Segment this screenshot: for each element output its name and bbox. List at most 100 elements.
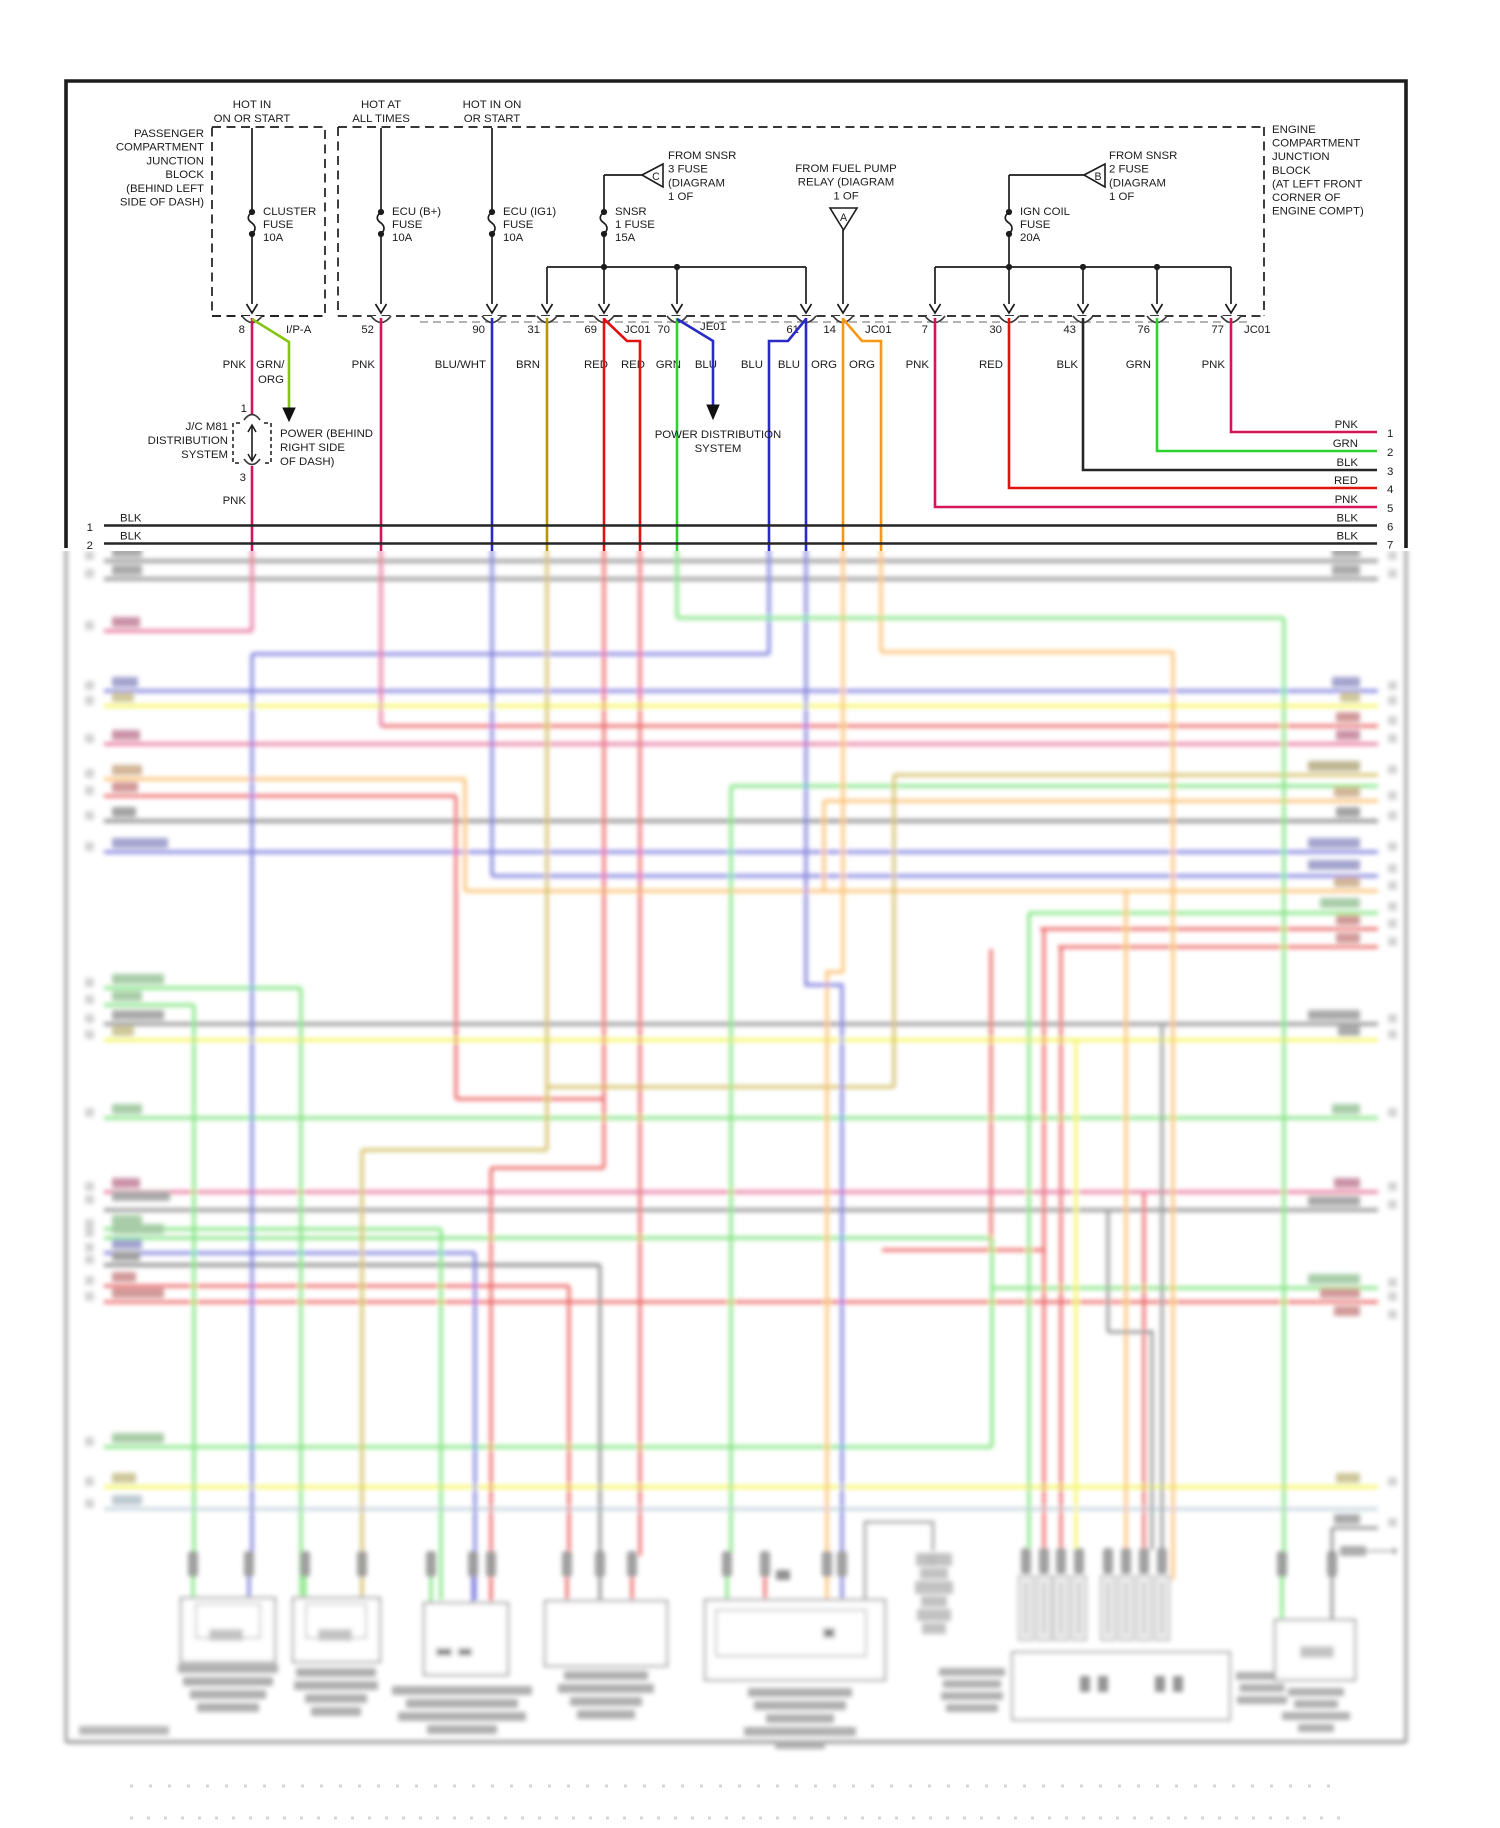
svg-text:15A: 15A bbox=[615, 232, 636, 244]
svg-text:6: 6 bbox=[1387, 522, 1393, 534]
svg-text:C: C bbox=[652, 171, 660, 183]
svg-text:HOT AT: HOT AT bbox=[361, 99, 401, 111]
svg-text:8: 8 bbox=[239, 324, 245, 336]
svg-text:(BEHIND LEFT: (BEHIND LEFT bbox=[126, 183, 204, 195]
svg-text:10A: 10A bbox=[503, 232, 524, 244]
svg-text:(DIAGRAM: (DIAGRAM bbox=[1109, 177, 1166, 189]
svg-text:RIGHT SIDE: RIGHT SIDE bbox=[280, 442, 345, 454]
svg-text:10A: 10A bbox=[263, 232, 284, 244]
svg-text:ON OR START: ON OR START bbox=[214, 113, 291, 125]
svg-text:BLK: BLK bbox=[1336, 513, 1358, 525]
svg-text:BLOCK: BLOCK bbox=[165, 169, 204, 181]
svg-text:76: 76 bbox=[1137, 324, 1150, 336]
svg-text:FROM SNSR: FROM SNSR bbox=[1109, 150, 1177, 162]
svg-text:BLU: BLU bbox=[741, 359, 763, 371]
svg-text:20A: 20A bbox=[1020, 232, 1041, 244]
svg-text:2 FUSE: 2 FUSE bbox=[1109, 164, 1149, 176]
svg-text:I/P-A: I/P-A bbox=[286, 324, 312, 336]
svg-text:4: 4 bbox=[1387, 484, 1393, 496]
svg-text:POWER DISTRIBUTION: POWER DISTRIBUTION bbox=[655, 429, 782, 441]
svg-text:GRN: GRN bbox=[1126, 359, 1151, 371]
svg-text:5: 5 bbox=[1387, 503, 1393, 515]
svg-text:14: 14 bbox=[823, 324, 836, 336]
svg-text:PNK: PNK bbox=[352, 359, 376, 371]
svg-text:BLK: BLK bbox=[120, 513, 142, 525]
svg-text:BLK: BLK bbox=[1056, 359, 1078, 371]
svg-text:90: 90 bbox=[472, 324, 485, 336]
svg-text:ALL TIMES: ALL TIMES bbox=[352, 113, 410, 125]
svg-text:FROM FUEL PUMP: FROM FUEL PUMP bbox=[795, 163, 896, 175]
svg-text:GRN: GRN bbox=[1333, 438, 1358, 450]
svg-text:JC01: JC01 bbox=[865, 324, 892, 336]
svg-text:CORNER OF: CORNER OF bbox=[1272, 192, 1340, 204]
svg-text:ORG: ORG bbox=[811, 359, 837, 371]
svg-text:PNK: PNK bbox=[223, 359, 247, 371]
svg-text:FUSE: FUSE bbox=[392, 219, 423, 231]
svg-text:BLU: BLU bbox=[778, 359, 800, 371]
svg-text:RED: RED bbox=[979, 359, 1003, 371]
svg-text:1: 1 bbox=[87, 522, 93, 534]
svg-text:PASSENGER: PASSENGER bbox=[134, 128, 204, 140]
svg-text:ENGINE: ENGINE bbox=[1272, 124, 1316, 136]
svg-text:SIDE OF DASH): SIDE OF DASH) bbox=[120, 197, 204, 209]
svg-text:BLOCK: BLOCK bbox=[1272, 165, 1311, 177]
svg-text:FROM SNSR: FROM SNSR bbox=[668, 150, 736, 162]
svg-text:HOT IN: HOT IN bbox=[233, 99, 271, 111]
svg-text:GRN: GRN bbox=[656, 359, 681, 371]
svg-text:RELAY (DIAGRAM: RELAY (DIAGRAM bbox=[798, 177, 894, 189]
svg-text:1 OF: 1 OF bbox=[668, 191, 693, 203]
svg-text:JUNCTION: JUNCTION bbox=[146, 155, 204, 167]
svg-text:COMPARTMENT: COMPARTMENT bbox=[1272, 138, 1360, 150]
svg-text:BLK: BLK bbox=[1336, 531, 1358, 543]
svg-text:RED: RED bbox=[621, 359, 645, 371]
svg-text:CLUSTER: CLUSTER bbox=[263, 206, 316, 218]
svg-text:1 OF: 1 OF bbox=[833, 190, 858, 202]
svg-text:70: 70 bbox=[657, 324, 670, 336]
svg-text:RED: RED bbox=[1334, 475, 1358, 487]
svg-text:JE01: JE01 bbox=[700, 321, 726, 333]
svg-text:ECU (IG1): ECU (IG1) bbox=[503, 206, 556, 218]
svg-text:JC01: JC01 bbox=[1244, 324, 1271, 336]
svg-text:3 FUSE: 3 FUSE bbox=[668, 164, 708, 176]
svg-text:2: 2 bbox=[1387, 447, 1393, 459]
svg-text:A: A bbox=[840, 212, 848, 224]
svg-text:SNSR: SNSR bbox=[615, 206, 647, 218]
svg-text:BLU/WHT: BLU/WHT bbox=[435, 359, 486, 371]
svg-text:2: 2 bbox=[87, 540, 93, 552]
svg-text:JC01: JC01 bbox=[624, 324, 651, 336]
svg-text:1 OF: 1 OF bbox=[1109, 191, 1134, 203]
svg-text:3: 3 bbox=[240, 472, 246, 484]
svg-text:ORG: ORG bbox=[258, 374, 284, 386]
svg-text:BLK: BLK bbox=[120, 531, 142, 543]
svg-text:BLK: BLK bbox=[1336, 457, 1358, 469]
svg-text:ENGINE COMPT): ENGINE COMPT) bbox=[1272, 206, 1364, 218]
svg-text:OR START: OR START bbox=[464, 113, 521, 125]
svg-text:31: 31 bbox=[527, 324, 540, 336]
svg-text:ORG: ORG bbox=[849, 359, 875, 371]
svg-text:1: 1 bbox=[241, 403, 247, 415]
svg-text:PNK: PNK bbox=[1202, 359, 1226, 371]
svg-text:FUSE: FUSE bbox=[263, 219, 294, 231]
svg-text:OF DASH): OF DASH) bbox=[280, 456, 335, 468]
svg-text:(AT LEFT FRONT: (AT LEFT FRONT bbox=[1272, 178, 1363, 190]
svg-text:B: B bbox=[1094, 171, 1101, 183]
svg-text:1: 1 bbox=[1387, 428, 1393, 440]
svg-text:SYSTEM: SYSTEM bbox=[695, 443, 742, 455]
svg-text:PNK: PNK bbox=[1335, 494, 1359, 506]
svg-text:43: 43 bbox=[1063, 324, 1076, 336]
svg-text:77: 77 bbox=[1211, 324, 1224, 336]
svg-text:FUSE: FUSE bbox=[1020, 219, 1051, 231]
svg-text:7: 7 bbox=[922, 324, 928, 336]
svg-text:RED: RED bbox=[584, 359, 608, 371]
svg-text:JUNCTION: JUNCTION bbox=[1272, 151, 1330, 163]
svg-text:FUSE: FUSE bbox=[503, 219, 534, 231]
svg-text:1 FUSE: 1 FUSE bbox=[615, 219, 655, 231]
svg-text:30: 30 bbox=[989, 324, 1002, 336]
svg-text:ECU (B+): ECU (B+) bbox=[392, 206, 441, 218]
svg-text:PNK: PNK bbox=[906, 359, 930, 371]
svg-text:DISTRIBUTION: DISTRIBUTION bbox=[148, 435, 228, 447]
svg-text:COMPARTMENT: COMPARTMENT bbox=[116, 142, 204, 154]
svg-text:IGN COIL: IGN COIL bbox=[1020, 206, 1070, 218]
svg-text:PNK: PNK bbox=[223, 495, 247, 507]
svg-text:GRN/: GRN/ bbox=[256, 359, 285, 371]
